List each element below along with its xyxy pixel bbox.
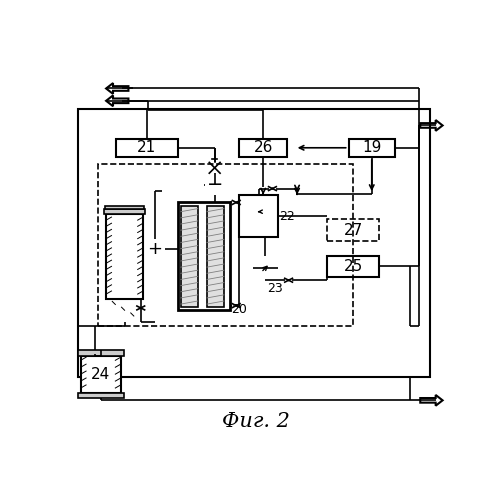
Text: 19: 19	[362, 140, 382, 156]
Bar	[106, 214, 143, 298]
Bar	[327, 220, 380, 241]
Bar	[348, 138, 395, 157]
Bar	[78, 392, 124, 398]
Text: 24: 24	[91, 366, 110, 382]
Bar	[80, 356, 120, 393]
Text: 26: 26	[254, 140, 273, 156]
Bar	[181, 206, 198, 307]
Text: 22: 22	[280, 210, 295, 223]
Bar	[106, 206, 144, 208]
Text: 27: 27	[344, 222, 363, 238]
Bar	[240, 194, 278, 237]
Text: +: +	[147, 240, 162, 258]
Text: 20: 20	[232, 302, 248, 316]
Bar	[116, 138, 178, 157]
Bar	[78, 350, 124, 356]
Bar	[178, 202, 230, 310]
Text: 23: 23	[267, 282, 283, 295]
Bar	[98, 164, 352, 326]
Polygon shape	[106, 298, 143, 322]
Circle shape	[253, 256, 278, 280]
Text: 25: 25	[344, 259, 363, 274]
Bar	[78, 110, 430, 377]
Bar	[207, 206, 224, 307]
Text: Фиг. 2: Фиг. 2	[222, 412, 290, 432]
Bar	[240, 138, 287, 157]
Bar	[327, 256, 380, 277]
Bar	[104, 208, 146, 214]
Text: 21: 21	[138, 140, 156, 156]
Text: −: −	[206, 175, 223, 194]
